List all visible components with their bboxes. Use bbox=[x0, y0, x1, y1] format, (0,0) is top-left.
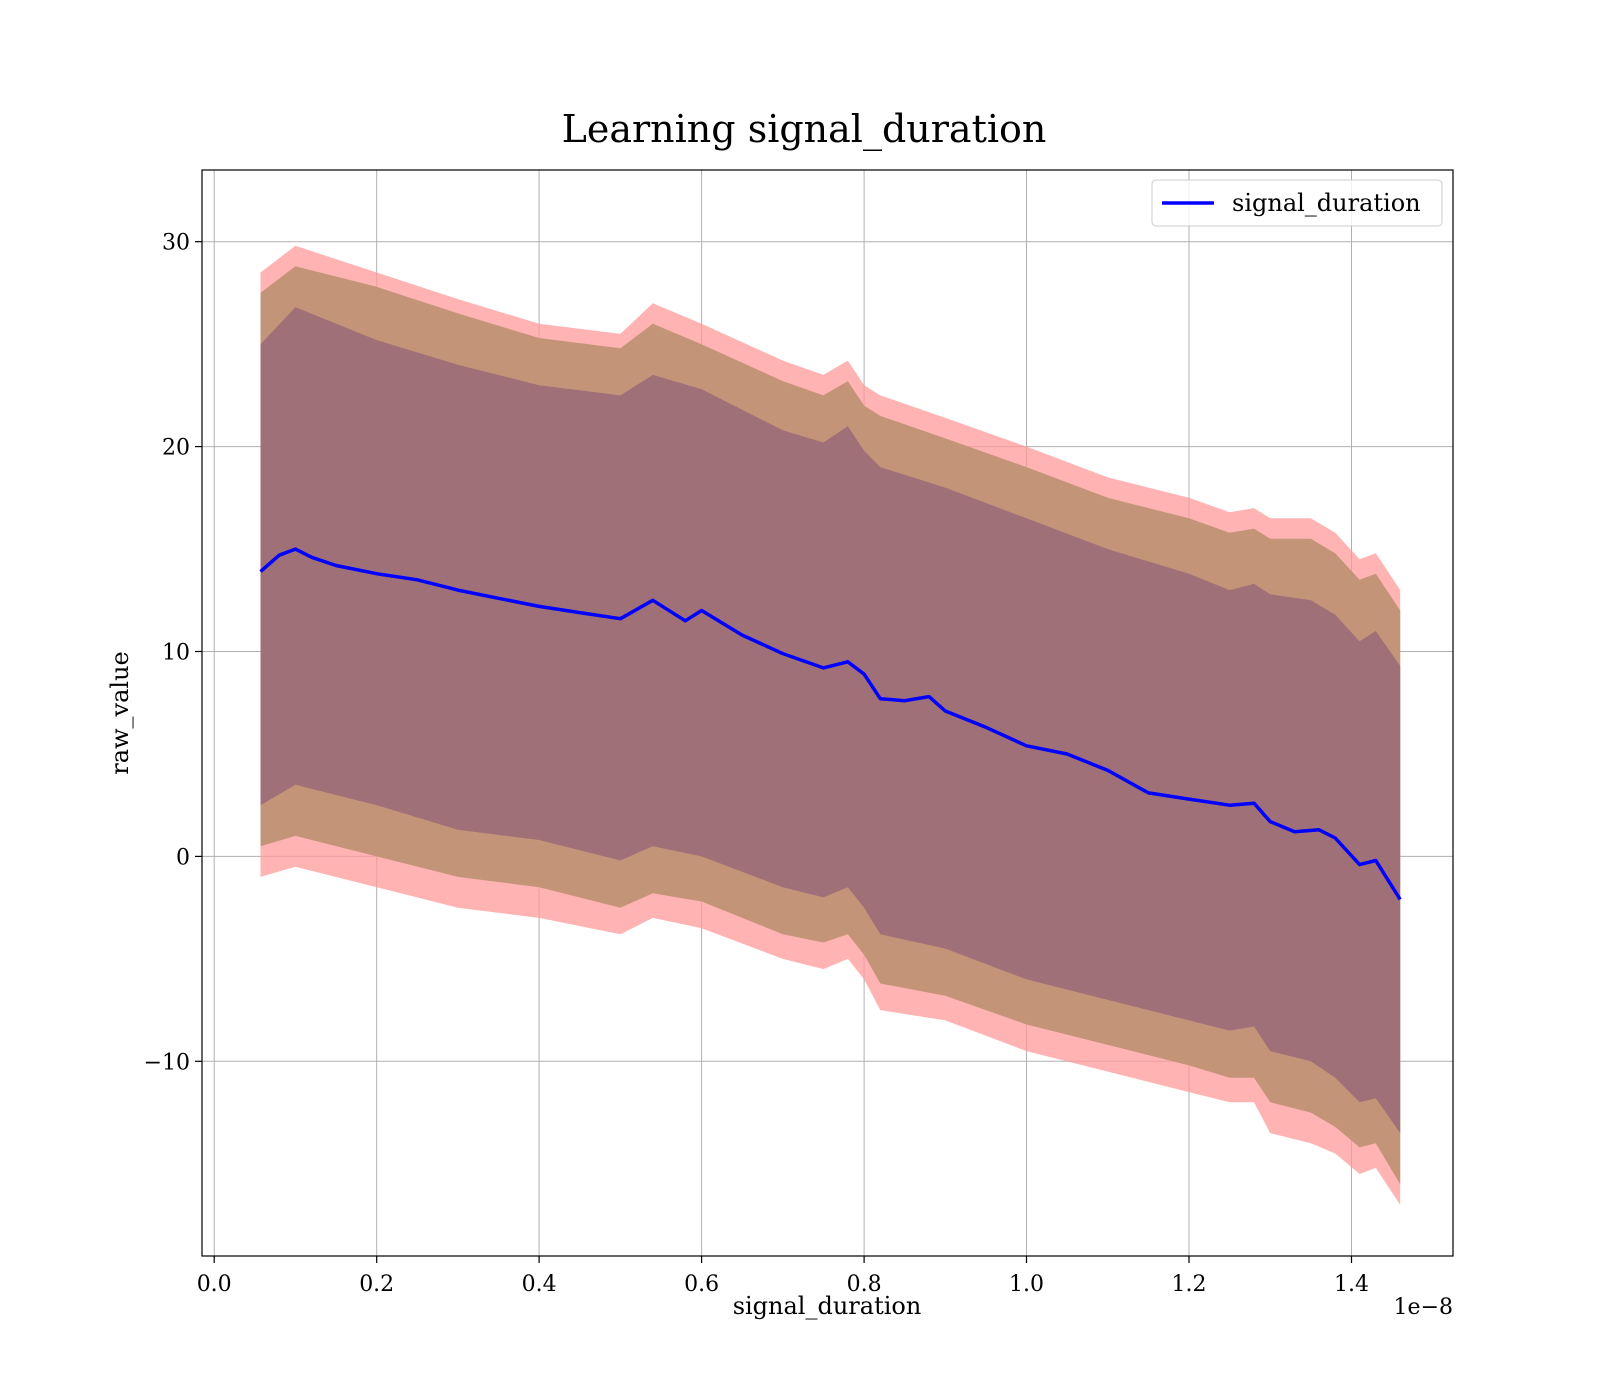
y-axis-ticks: −10 0 10 20 30 bbox=[144, 231, 202, 1075]
bands bbox=[260, 245, 1401, 1205]
y-tick-label: 10 bbox=[162, 641, 190, 666]
x-tick-label: 0.0 bbox=[197, 1272, 232, 1297]
y-tick-label: 30 bbox=[162, 231, 190, 256]
legend: signal_duration bbox=[1151, 179, 1443, 227]
y-tick-label: 0 bbox=[176, 845, 190, 870]
legend-box bbox=[1151, 179, 1443, 227]
series-line-signal-duration bbox=[259, 547, 1402, 901]
x-tick-label: 0.2 bbox=[359, 1272, 394, 1297]
y-tick-label: −10 bbox=[144, 1050, 190, 1075]
y-tick-label: 20 bbox=[162, 436, 190, 461]
x-axis-label: signal_duration bbox=[733, 1292, 922, 1320]
legend-label-signal-duration: signal_duration bbox=[1232, 189, 1421, 217]
x-tick-label: 0.6 bbox=[684, 1272, 719, 1297]
x-tick-label: 1.2 bbox=[1172, 1272, 1207, 1297]
band-inner bbox=[260, 307, 1401, 1134]
plot-frame bbox=[201, 169, 1454, 1257]
x-tick-label: 0.8 bbox=[847, 1272, 882, 1297]
x-tick-label: 1.4 bbox=[1334, 1272, 1369, 1297]
x-tick-label: 0.4 bbox=[522, 1272, 557, 1297]
series-layer bbox=[259, 547, 1402, 901]
x-axis-offset-text: 1e−8 bbox=[1394, 1295, 1453, 1320]
y-axis-label: raw_value bbox=[106, 651, 134, 775]
x-axis-ticks: 0.0 0.2 0.4 0.6 0.8 1.0 1.2 1.4 bbox=[197, 1256, 1369, 1297]
chart-title: Learning signal_duration bbox=[562, 107, 1047, 152]
x-tick-label: 1.0 bbox=[1009, 1272, 1044, 1297]
